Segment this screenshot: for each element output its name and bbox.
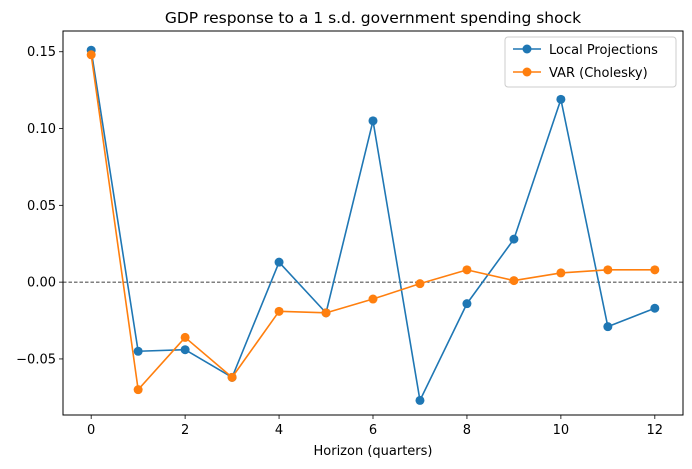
y-tick-label: 0.15 <box>27 45 56 60</box>
data-point-local-projections <box>556 94 566 104</box>
x-tick-label: 2 <box>181 423 189 438</box>
data-point-local-projections <box>650 303 660 313</box>
data-point-local-projections <box>180 345 190 355</box>
y-tick-label: −0.05 <box>16 352 56 367</box>
y-axis: −0.05 0.00 0.05 0.10 0.15 <box>16 45 63 367</box>
data-point-local-projections <box>415 395 425 405</box>
data-point-local-projections <box>368 116 378 126</box>
data-point-local-projections <box>274 257 284 267</box>
data-point-var-cholesky <box>274 306 284 316</box>
data-point-var-cholesky <box>321 308 331 318</box>
data-point-local-projections <box>462 299 472 309</box>
plot-frame <box>62 30 684 416</box>
legend: Local Projections VAR (Cholesky) <box>504 36 677 88</box>
data-point-var-cholesky <box>650 265 660 275</box>
data-point-var-cholesky <box>603 265 613 275</box>
data-point-local-projections <box>509 234 519 244</box>
x-tick-label: 4 <box>275 423 283 438</box>
x-tick-label: 12 <box>647 423 664 438</box>
x-tick-label: 8 <box>463 423 471 438</box>
x-tick-label: 6 <box>369 423 377 438</box>
data-point-var-cholesky <box>368 294 378 304</box>
data-point-var-cholesky <box>180 332 190 342</box>
y-tick-label: 0.10 <box>27 122 56 137</box>
data-point-var-cholesky <box>415 279 425 289</box>
y-tick-label: 0.00 <box>27 276 56 291</box>
series-line-var-cholesky <box>90 54 655 391</box>
chart-title: GDP response to a 1 s.d. government spen… <box>165 9 581 27</box>
data-point-local-projections <box>603 322 613 332</box>
data-point-var-cholesky <box>556 268 566 278</box>
x-axis: 0 2 4 6 8 10 12 <box>87 415 663 438</box>
data-point-var-cholesky <box>462 265 472 275</box>
legend-label-local-projections: Local Projections <box>549 43 658 58</box>
data-point-var-cholesky <box>86 50 96 60</box>
legend-box <box>504 36 677 88</box>
x-tick-label: 0 <box>87 423 95 438</box>
legend-label-var-cholesky: VAR (Cholesky) <box>549 66 648 81</box>
data-point-var-cholesky <box>133 385 143 395</box>
x-axis-label: Horizon (quarters) <box>314 444 433 459</box>
data-point-var-cholesky <box>509 276 519 286</box>
legend-marker-local-projections <box>522 44 532 54</box>
data-point-local-projections <box>133 346 143 356</box>
legend-marker-var-cholesky <box>522 67 532 77</box>
x-tick-label: 10 <box>553 423 570 438</box>
data-point-var-cholesky <box>227 372 237 382</box>
y-tick-label: 0.05 <box>27 199 56 214</box>
plot-area <box>63 45 683 405</box>
